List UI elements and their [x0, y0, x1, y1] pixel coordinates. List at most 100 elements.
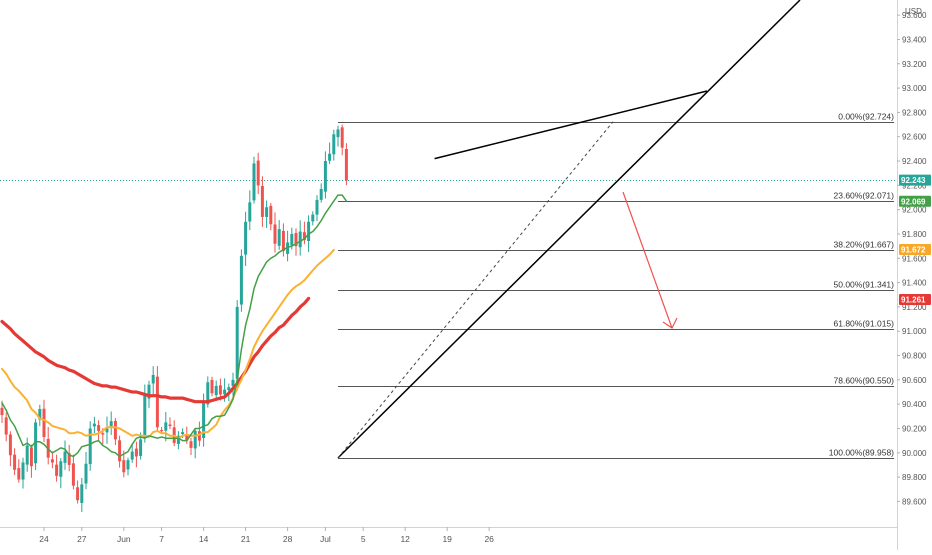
- time-axis: 24 27 Jun 7 14 21 28 Jul 5 12 19 26: [0, 527, 897, 544]
- fib-level-label: 23.60%(92.071): [834, 191, 895, 201]
- fib-level-label: 38.20%(91.667): [834, 240, 895, 250]
- candle-body: [76, 487, 80, 501]
- price-tick-label: 90.000: [902, 449, 927, 458]
- drawings: [337, 0, 801, 459]
- candle-body: [294, 233, 298, 247]
- candle-body: [118, 440, 122, 462]
- price-tag-label: 92.243: [901, 176, 926, 185]
- candle-body: [248, 202, 252, 222]
- ma-50-line: [1, 194, 348, 458]
- candle-body: [239, 255, 243, 305]
- price-tick-label: 92.000: [902, 206, 927, 215]
- candle-body: [218, 385, 222, 395]
- candle-body: [223, 389, 227, 395]
- candle-body: [130, 451, 134, 460]
- price-tick-label: 92.400: [902, 157, 927, 166]
- time-tick-label: Jun: [117, 534, 131, 544]
- price-tag: [899, 195, 931, 207]
- time-tick-label: 26: [484, 534, 494, 544]
- candle-body: [290, 233, 294, 246]
- candle-body: [50, 459, 54, 463]
- candle-body: [80, 484, 84, 503]
- candle-body: [17, 468, 21, 480]
- candle-body: [231, 379, 235, 387]
- time-tick-label: 21: [241, 534, 251, 544]
- candle-body: [193, 430, 197, 449]
- candle-body: [315, 199, 319, 215]
- price-tick-label: 91.800: [902, 230, 927, 239]
- ma-200-line: [0, 296, 311, 404]
- candle-body: [134, 448, 138, 457]
- price-tag: [899, 174, 931, 186]
- candle-body: [344, 149, 348, 181]
- price-tag-label: 92.069: [901, 197, 926, 206]
- candle-body: [67, 453, 71, 465]
- candle-body: [8, 434, 12, 456]
- price-tick-label: 92.600: [902, 133, 927, 142]
- time-tick-label: 14: [199, 534, 209, 544]
- candle-body: [197, 431, 201, 441]
- candle-body: [4, 417, 8, 435]
- price-tick-label: 90.200: [902, 424, 927, 433]
- candle-body: [176, 435, 180, 444]
- candle-body: [160, 430, 164, 432]
- moving-averages: [0, 194, 348, 458]
- candle-body: [252, 163, 256, 201]
- time-tick-label: 5: [361, 534, 366, 544]
- candle-body: [29, 447, 33, 467]
- fib-level-label: 0.00%(92.724): [838, 112, 894, 122]
- price-tick-label: 90.800: [902, 352, 927, 361]
- time-tick-label: 19: [442, 534, 452, 544]
- time-tick-label: 24: [39, 534, 49, 544]
- price-tag: [899, 244, 931, 256]
- fib-level-label: 100.00%(89.958): [829, 448, 894, 458]
- candle-body: [210, 379, 214, 394]
- candle-body: [97, 425, 101, 431]
- candle-body: [332, 134, 336, 155]
- candle-body: [244, 221, 248, 255]
- price-tick-label: 90.400: [902, 400, 927, 409]
- projection-arrowhead: [662, 317, 678, 329]
- candle-body: [307, 221, 311, 241]
- fib-level-label: 78.60%(90.550): [834, 376, 895, 386]
- candle-body: [88, 428, 92, 465]
- fib-trend-connector: [337, 121, 614, 459]
- candle-body: [265, 207, 269, 217]
- candle-body: [273, 224, 277, 244]
- fibonacci-retracement: 0.00%(92.724) 23.60%(92.071) 38.20%(91.667…: [338, 112, 894, 459]
- candle-body: [42, 408, 46, 437]
- candle-body: [298, 231, 302, 248]
- price-tick-label: 93.000: [902, 84, 927, 93]
- price-tick-label: 92.200: [902, 181, 927, 190]
- candle-body: [277, 229, 281, 246]
- candle-body: [113, 420, 117, 440]
- time-tick-label: 7: [159, 534, 164, 544]
- price-tick-label: 91.600: [902, 254, 927, 263]
- candle-body: [109, 421, 113, 427]
- candle-body: [151, 374, 155, 384]
- candle-body: [260, 186, 264, 217]
- candle-body: [13, 454, 17, 470]
- candle-body: [143, 395, 147, 438]
- candle-body: [21, 462, 25, 480]
- candle-body: [71, 463, 75, 486]
- candle-body: [92, 423, 96, 427]
- price-tick-label: 90.600: [902, 376, 927, 385]
- candle-body: [164, 422, 168, 431]
- price-tag-label: 91.261: [901, 295, 926, 304]
- candle-body: [155, 376, 159, 428]
- time-tick-label: 28: [283, 534, 293, 544]
- candle-body: [105, 428, 109, 433]
- candle-body: [185, 435, 189, 441]
- candle-body: [340, 127, 344, 148]
- time-tick-label: 27: [77, 534, 87, 544]
- candle-body: [38, 409, 42, 420]
- projection-arrow: [622, 191, 673, 329]
- price-tick-label: 93.200: [902, 60, 927, 69]
- candle-body: [168, 424, 172, 427]
- currency-label: USD: [905, 7, 922, 16]
- candle-body: [63, 451, 67, 463]
- resistance-trendline: [434, 90, 708, 160]
